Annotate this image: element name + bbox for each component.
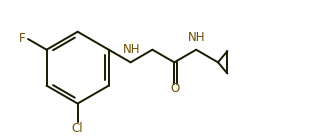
Text: F: F (18, 32, 25, 45)
Text: NH: NH (189, 31, 206, 44)
Text: Cl: Cl (72, 122, 84, 135)
Text: O: O (171, 82, 180, 95)
Text: NH: NH (123, 44, 140, 56)
